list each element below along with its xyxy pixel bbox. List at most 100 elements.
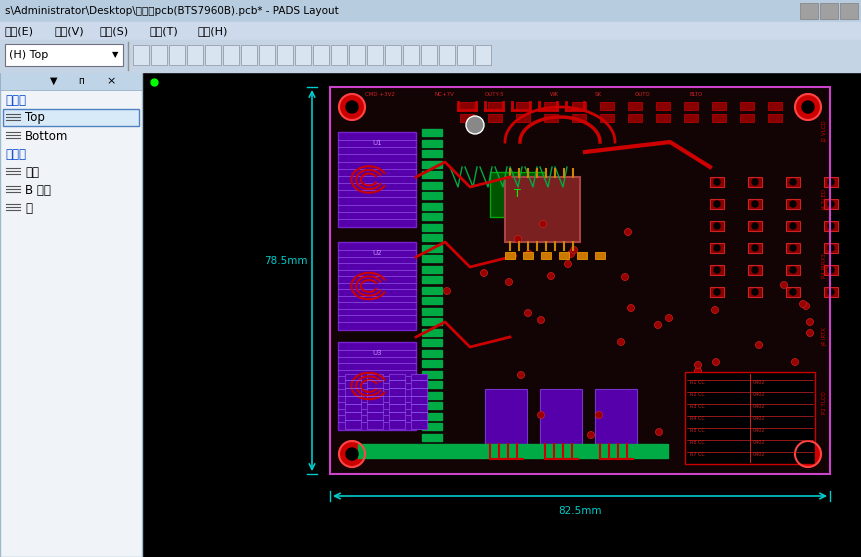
- Bar: [0, 22, 861, 40]
- Circle shape: [789, 267, 795, 273]
- Bar: [709, 199, 723, 209]
- Bar: [151, 45, 167, 65]
- Circle shape: [654, 428, 662, 436]
- Bar: [747, 177, 761, 187]
- Text: B 封装: B 封装: [25, 183, 51, 197]
- Circle shape: [751, 267, 757, 273]
- Bar: [505, 177, 579, 242]
- Bar: [422, 266, 442, 272]
- Circle shape: [713, 223, 719, 229]
- Text: BLTO: BLTO: [689, 91, 703, 96]
- Circle shape: [790, 359, 797, 365]
- Bar: [709, 177, 723, 187]
- Text: P2 TLCO: P2 TLCO: [821, 391, 827, 414]
- Text: J4 IRTX: J4 IRTX: [821, 327, 827, 346]
- Bar: [223, 45, 238, 65]
- Bar: [422, 129, 442, 136]
- Bar: [823, 265, 837, 275]
- Circle shape: [694, 361, 701, 369]
- Bar: [422, 392, 442, 398]
- Text: 编辑(E): 编辑(E): [5, 26, 34, 36]
- Text: R5 CC: R5 CC: [689, 428, 704, 433]
- Text: 78.5mm: 78.5mm: [264, 256, 307, 266]
- Circle shape: [713, 179, 719, 185]
- Bar: [422, 139, 442, 146]
- Bar: [785, 287, 799, 297]
- Bar: [655, 102, 669, 110]
- Text: OUTO: OUTO: [635, 91, 650, 96]
- Circle shape: [779, 281, 787, 289]
- Bar: [313, 45, 329, 65]
- Bar: [338, 242, 416, 330]
- Circle shape: [763, 423, 770, 431]
- Bar: [422, 433, 442, 441]
- Circle shape: [789, 179, 795, 185]
- Text: 查看(V): 查看(V): [55, 26, 84, 36]
- Text: R2 CC: R2 CC: [689, 392, 704, 397]
- Text: R6 CC: R6 CC: [689, 440, 704, 445]
- Circle shape: [595, 412, 602, 418]
- Bar: [3, 109, 139, 126]
- Bar: [241, 45, 257, 65]
- Circle shape: [713, 289, 719, 295]
- Circle shape: [806, 330, 813, 336]
- Bar: [523, 252, 532, 259]
- Text: (H) Top: (H) Top: [9, 50, 48, 60]
- Bar: [767, 102, 781, 110]
- Circle shape: [801, 448, 813, 460]
- Bar: [422, 245, 442, 252]
- Bar: [487, 102, 501, 110]
- Circle shape: [616, 339, 623, 345]
- Text: 0402: 0402: [753, 440, 765, 445]
- Text: Bottom: Bottom: [25, 129, 68, 143]
- Text: 备: 备: [25, 202, 32, 214]
- Bar: [819, 3, 837, 19]
- Text: ᴨ: ᴨ: [78, 76, 84, 86]
- Bar: [747, 265, 761, 275]
- Text: 0402: 0402: [753, 380, 765, 385]
- Bar: [422, 402, 442, 409]
- Circle shape: [752, 398, 759, 405]
- Bar: [420, 45, 437, 65]
- Circle shape: [623, 228, 631, 236]
- Bar: [422, 160, 442, 168]
- Text: ×: ×: [107, 76, 115, 86]
- Bar: [747, 221, 761, 231]
- Bar: [739, 102, 753, 110]
- Bar: [543, 114, 557, 122]
- Bar: [187, 45, 202, 65]
- Circle shape: [751, 223, 757, 229]
- Bar: [599, 114, 613, 122]
- Bar: [422, 234, 442, 241]
- Circle shape: [798, 300, 806, 307]
- Text: U2: U2: [372, 250, 381, 256]
- Bar: [460, 114, 474, 122]
- Bar: [422, 423, 442, 430]
- Text: 0402: 0402: [753, 392, 765, 397]
- Bar: [422, 329, 442, 335]
- Circle shape: [827, 267, 833, 273]
- Bar: [422, 276, 442, 283]
- Bar: [823, 243, 837, 253]
- Circle shape: [719, 408, 726, 416]
- Text: 备件: 备件: [25, 165, 39, 178]
- Bar: [5, 44, 123, 66]
- Text: 电气层: 电气层: [5, 94, 26, 106]
- Bar: [422, 213, 442, 220]
- Circle shape: [570, 247, 577, 253]
- Text: 82.5mm: 82.5mm: [558, 506, 601, 516]
- Circle shape: [713, 245, 719, 251]
- Bar: [422, 349, 442, 356]
- Bar: [388, 374, 405, 429]
- Bar: [785, 221, 799, 231]
- Circle shape: [713, 201, 719, 207]
- Bar: [823, 199, 837, 209]
- Circle shape: [480, 270, 487, 276]
- Bar: [422, 192, 442, 199]
- Bar: [785, 199, 799, 209]
- Bar: [785, 177, 799, 187]
- Text: SK: SK: [594, 91, 601, 96]
- Circle shape: [794, 441, 820, 467]
- Circle shape: [443, 287, 450, 295]
- Bar: [349, 45, 364, 65]
